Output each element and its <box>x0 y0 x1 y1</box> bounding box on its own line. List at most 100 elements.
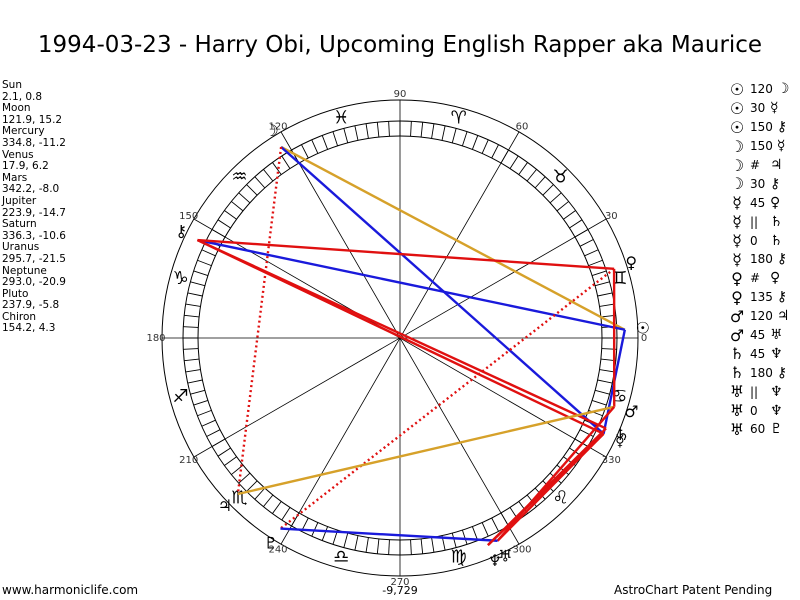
planet-coords: 121.9, 15.2 <box>2 113 63 126</box>
aspect-type: 120 <box>750 82 773 97</box>
degree-tick <box>491 144 499 159</box>
aspect-planet-2: ☽ <box>776 81 790 98</box>
planet-coords: 342.2, -8.0 <box>2 183 60 196</box>
planet-glyph-mars: ♂ <box>624 402 638 421</box>
degree-tick <box>471 135 479 150</box>
aspect-planet-2: ☿ <box>770 100 779 117</box>
degree-tick <box>185 369 201 373</box>
sign-glyph: ♍ <box>451 546 467 567</box>
planet-glyph-venus: ♀ <box>625 253 637 272</box>
aspect-line <box>196 238 607 430</box>
aspect-planet-1: ☉ <box>729 79 745 99</box>
degree-tick <box>420 122 424 138</box>
degree-tick <box>231 464 244 475</box>
aspect-type: 30 <box>750 101 766 116</box>
degree-tick <box>263 494 274 507</box>
aspect-row: ☿ 0 ♄ <box>724 231 800 250</box>
degree-tick <box>584 249 599 257</box>
aspect-type: # <box>750 271 761 286</box>
degree-label: 60 <box>516 122 529 133</box>
aspect-row: ☿ || ♄ <box>724 212 800 231</box>
degree-tick <box>591 270 607 277</box>
planet-coords: 295.7, -21.5 <box>2 252 66 265</box>
aspect-planet-2: ♃ <box>770 157 783 173</box>
aspect-planet-1: ♀ <box>731 268 743 288</box>
degree-tick <box>441 125 446 141</box>
degree-label: 90 <box>394 89 407 100</box>
degree-tick <box>365 537 369 553</box>
aspect-planet-1: ☿ <box>732 212 742 232</box>
aspect-row: ♅ || ♆ <box>724 382 800 401</box>
planet-coords: 2.1, 0.8 <box>2 90 43 103</box>
planet-name: Moon <box>2 102 31 115</box>
aspect-planet-2: ☿ <box>776 138 786 155</box>
aspect-row: ♅ 0 ♆ <box>724 401 800 420</box>
aspect-row: ☿ 45 ♀ <box>724 193 800 212</box>
degree-tick <box>597 379 613 384</box>
sign-glyph: ♉ <box>552 166 568 187</box>
chart-title: 1994-03-23 - Harry Obi, Upcoming English… <box>37 32 763 58</box>
aspect-row: ♀ # ♀ <box>724 269 800 288</box>
planet-coords: 17.9, 6.2 <box>2 160 49 173</box>
degree-tick <box>595 389 610 395</box>
aspect-type: 0 <box>750 403 758 418</box>
planet-name: Saturn <box>2 218 37 231</box>
aspect-type: 45 <box>750 195 766 210</box>
planet-name: Venus <box>2 148 34 161</box>
aspect-row: ♄ 180 ⚷ <box>724 363 800 382</box>
degree-tick <box>588 259 603 267</box>
degree-tick <box>246 480 258 492</box>
degree-tick <box>193 270 209 277</box>
aspect-type: 45 <box>750 328 766 343</box>
aspect-planet-1: ☿ <box>732 193 742 213</box>
aspect-planet-1: ☽ <box>729 174 745 194</box>
degree-tick <box>281 507 291 521</box>
aspect-planet-1: ♂ <box>729 306 745 326</box>
degree-tick <box>224 456 237 466</box>
aspect-planet-1: ♅ <box>729 401 745 421</box>
aspect-type: || <box>750 384 759 399</box>
bottom-value: -9,729 <box>382 584 417 597</box>
planet-name: Mercury <box>2 125 45 138</box>
planet-glyph-jupiter: ♃ <box>218 496 232 515</box>
degree-label: 180 <box>146 333 165 344</box>
sign-glyph: ♐ <box>173 386 189 407</box>
website-link[interactable]: www.harmoniclife.com <box>2 583 139 597</box>
sign-glyph: ♈ <box>451 108 467 129</box>
degree-tick <box>595 281 610 287</box>
planet-glyph-saturn: ♄ <box>615 425 629 444</box>
planet-coords: 154.2, 4.3 <box>2 322 56 335</box>
degree-tick <box>224 210 237 220</box>
degree-label: 150 <box>179 211 198 222</box>
degree-tick <box>518 162 528 175</box>
planet-coords: 336.3, -10.6 <box>2 229 66 242</box>
degree-tick <box>238 192 251 204</box>
aspect-planet-1: ☿ <box>732 231 742 251</box>
degree-tick <box>301 144 309 159</box>
degree-tick <box>481 139 489 154</box>
degree-tick <box>579 429 594 437</box>
degree-tick <box>183 348 199 350</box>
aspect-planet-2: ♇ <box>770 421 783 438</box>
degree-tick <box>197 409 212 417</box>
aspect-planet-2: ♄ <box>770 232 783 249</box>
degree-tick <box>197 259 212 267</box>
planet-coords: 293.0, -20.9 <box>2 276 66 289</box>
degree-tick <box>410 121 412 137</box>
planet-glyph-moon: ☽ <box>264 121 278 140</box>
aspect-row: ☽ # ♃ <box>724 156 800 175</box>
aspect-planet-1: ♄ <box>729 344 745 364</box>
degree-tick <box>272 501 282 514</box>
aspect-type: 150 <box>750 120 773 135</box>
degree-label: 120 <box>268 122 287 133</box>
planet-coords: 237.9, -5.8 <box>2 299 60 312</box>
degree-tick <box>272 162 282 175</box>
degree-label: 210 <box>179 455 198 466</box>
aspect-planet-2: ♄ <box>770 213 783 230</box>
aspect-row: ♂ 45 ♅ <box>724 326 800 345</box>
aspect-list: ☉ 120 ☽ ☉ 30 ☿ ☉ 150 ⚷ ☽ 150 ☿ ☽ # ♃ ☽ 30 ⚷ ☿ 45 ♀ ☿ || ♄ ☿ 0 ♄ ☿ 18… <box>724 80 800 439</box>
aspect-type: 30 <box>750 176 766 191</box>
aspect-type: 45 <box>750 346 766 361</box>
planet-glyph-sun: ☉ <box>636 319 650 338</box>
